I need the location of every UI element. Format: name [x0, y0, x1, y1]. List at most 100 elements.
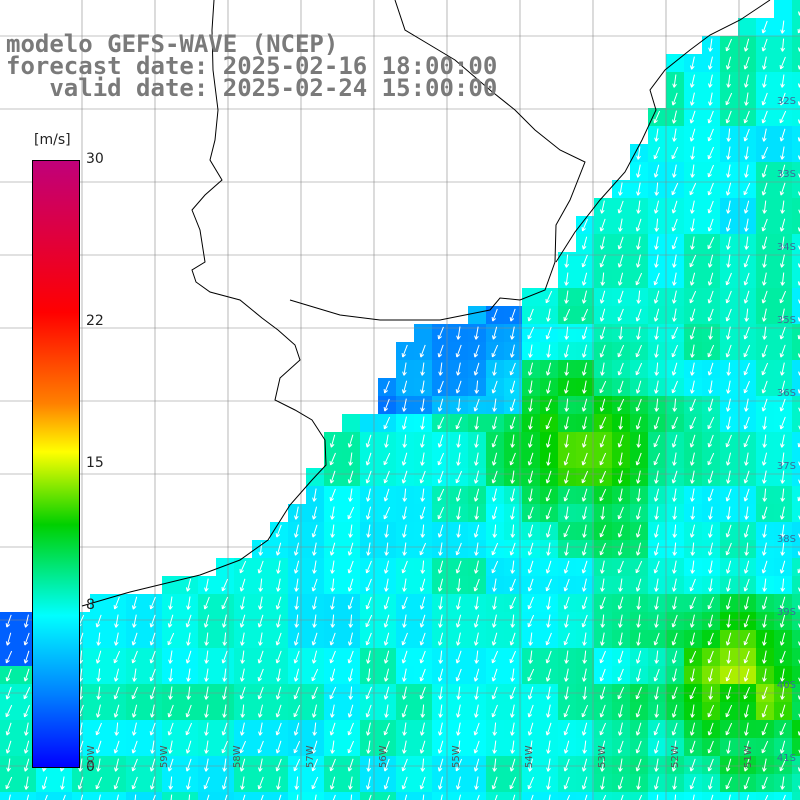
wind-arrow: [563, 308, 571, 322]
speed-cell: [792, 432, 800, 450]
speed-cell: [792, 396, 800, 414]
wind-arrow: [635, 560, 643, 574]
wind-arrow: [618, 218, 623, 232]
wind-arrow: [347, 632, 353, 646]
wind-arrow: [473, 488, 480, 502]
wind-arrow: [779, 326, 786, 340]
wind-arrow: [149, 632, 156, 646]
speed-cell: [252, 792, 270, 800]
speed-cell: [792, 774, 800, 792]
wind-arrow: [726, 254, 731, 268]
wind-arrow: [366, 776, 371, 790]
wind-arrow: [294, 776, 300, 790]
wind-arrow: [240, 632, 245, 646]
wind-arrow: [707, 236, 715, 250]
wind-arrow: [239, 686, 246, 700]
wind-arrow: [492, 578, 497, 592]
wind-arrow: [80, 794, 84, 800]
wind-arrow: [473, 470, 480, 484]
wind-arrow: [239, 740, 247, 754]
wind-arrow: [707, 776, 713, 790]
wind-arrow: [582, 686, 588, 700]
wind-arrow: [779, 218, 786, 232]
colorbar-tick-label: 22: [86, 313, 104, 330]
wind-arrow: [491, 380, 498, 394]
wind-arrow: [618, 488, 623, 502]
wind-arrow: [438, 704, 443, 718]
wind-arrow: [599, 308, 606, 322]
wind-arrow: [689, 578, 696, 592]
wind-arrow: [419, 596, 426, 610]
wind-arrow: [347, 740, 355, 754]
wind-arrow: [725, 542, 732, 556]
wind-arrow: [168, 740, 173, 754]
wind-arrow: [689, 308, 696, 322]
wind-arrow: [671, 650, 678, 664]
wind-arrow: [654, 362, 660, 376]
wind-arrow: [114, 722, 120, 736]
wind-arrow: [546, 308, 551, 322]
wind-arrow: [312, 596, 317, 610]
wind-arrow: [329, 722, 336, 736]
wind-arrow: [617, 542, 624, 556]
wind-arrow: [491, 668, 498, 682]
wind-arrow: [527, 308, 534, 322]
wind-arrow: [131, 596, 138, 610]
wind-arrow: [654, 326, 659, 340]
wind-arrow: [563, 488, 570, 502]
wind-arrow: [743, 776, 750, 790]
wind-arrow: [204, 578, 209, 592]
wind-arrow: [330, 614, 336, 628]
wind-arrow: [764, 794, 769, 800]
coastline-uruguay: [289, 0, 586, 321]
wind-arrow: [402, 434, 408, 448]
wind-arrow: [311, 740, 318, 754]
wind-arrow: [384, 578, 389, 592]
wind-arrow: [258, 632, 263, 646]
wind-arrow: [780, 524, 785, 538]
wind-arrow: [167, 632, 175, 646]
wind-arrow: [725, 488, 732, 502]
wind-arrow: [492, 362, 497, 376]
wind-arrow: [762, 308, 767, 322]
wind-arrow: [690, 236, 695, 250]
wind-arrow: [242, 794, 246, 800]
wind-arrow: [636, 632, 641, 646]
wind-arrow: [332, 794, 336, 800]
wind-arrow: [743, 182, 751, 196]
wind-arrow: [168, 650, 173, 664]
coastline-brazil: [555, 0, 771, 263]
wind-arrow: [456, 326, 461, 340]
wind-arrow: [491, 452, 498, 466]
wind-arrow: [635, 578, 642, 592]
wind-arrow: [581, 344, 588, 358]
wind-arrow: [455, 776, 461, 790]
wind-arrow: [563, 596, 570, 610]
wind-arrow: [23, 632, 30, 646]
wind-arrow: [293, 740, 301, 754]
wind-arrow: [654, 578, 659, 592]
wind-arrow: [654, 380, 659, 394]
wind-arrow: [761, 164, 768, 178]
wind-arrow: [599, 524, 606, 538]
wind-arrow: [743, 560, 750, 574]
wind-arrow: [474, 416, 479, 430]
wind-arrow: [762, 56, 767, 70]
wind-arrow: [383, 740, 390, 754]
speed-cell: [648, 792, 666, 800]
wind-arrow: [383, 614, 390, 628]
wind-arrow: [635, 668, 641, 682]
wind-arrow: [275, 650, 282, 664]
wind-arrow: [311, 776, 319, 790]
wind-arrow: [437, 344, 444, 358]
speed-cell: [792, 612, 800, 630]
wind-arrow: [113, 740, 120, 754]
speed-cell: [792, 360, 800, 378]
wind-arrow: [276, 578, 281, 592]
wind-arrow: [743, 470, 750, 484]
wind-arrow: [564, 434, 569, 448]
wind-arrow: [617, 362, 624, 376]
wind-arrow: [510, 740, 515, 754]
wind-arrow: [456, 434, 461, 448]
